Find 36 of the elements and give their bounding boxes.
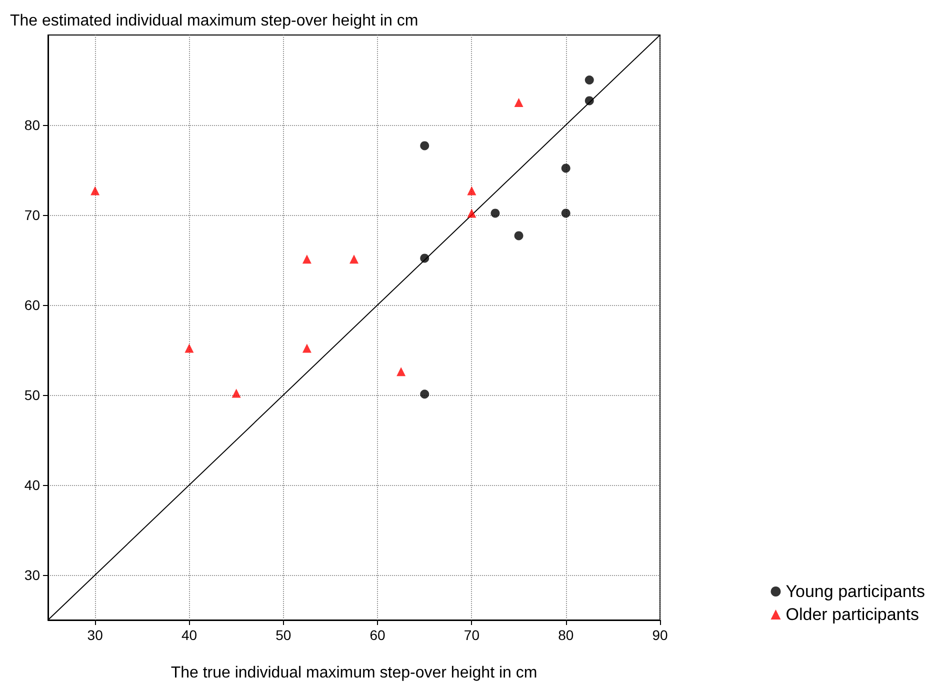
point (490, 208, 500, 218)
x-tick-label: 50 (276, 627, 292, 643)
point (420, 141, 430, 150)
y-tick-label: 40 (24, 477, 40, 493)
point (420, 390, 430, 399)
point (232, 388, 241, 398)
point (584, 96, 594, 106)
y-axis-title: The estimated individual maximum step-over height in cm (10, 12, 418, 30)
point (514, 98, 524, 107)
x-tick-label: 80 (558, 627, 574, 643)
point (396, 367, 406, 376)
point (561, 208, 570, 218)
point (420, 254, 430, 263)
point (467, 186, 476, 196)
point (90, 186, 100, 196)
point (584, 76, 594, 84)
y-tick-label: 70 (24, 207, 40, 223)
point (302, 254, 312, 264)
x-tick-label: 40 (181, 627, 198, 643)
y-tick-label: 60 (24, 297, 40, 313)
x-tick-label: 70 (464, 627, 480, 643)
point (561, 164, 570, 173)
x-tick-label: 60 (370, 627, 386, 643)
legend-label: Young participants (786, 582, 926, 601)
y-tick-label: 30 (24, 567, 40, 583)
point (184, 344, 194, 353)
y-tick-label: 50 (24, 387, 40, 403)
x-axis-title: The true individual maximum step-over height in cm (170, 664, 538, 682)
point (350, 254, 358, 264)
point (302, 344, 312, 353)
x-tick-label: 30 (87, 627, 104, 643)
y-tick-label: 80 (24, 117, 40, 133)
point (514, 231, 524, 240)
legend-label: Older participants (786, 605, 919, 624)
point (467, 208, 476, 218)
x-tick-label: 90 (652, 627, 668, 643)
